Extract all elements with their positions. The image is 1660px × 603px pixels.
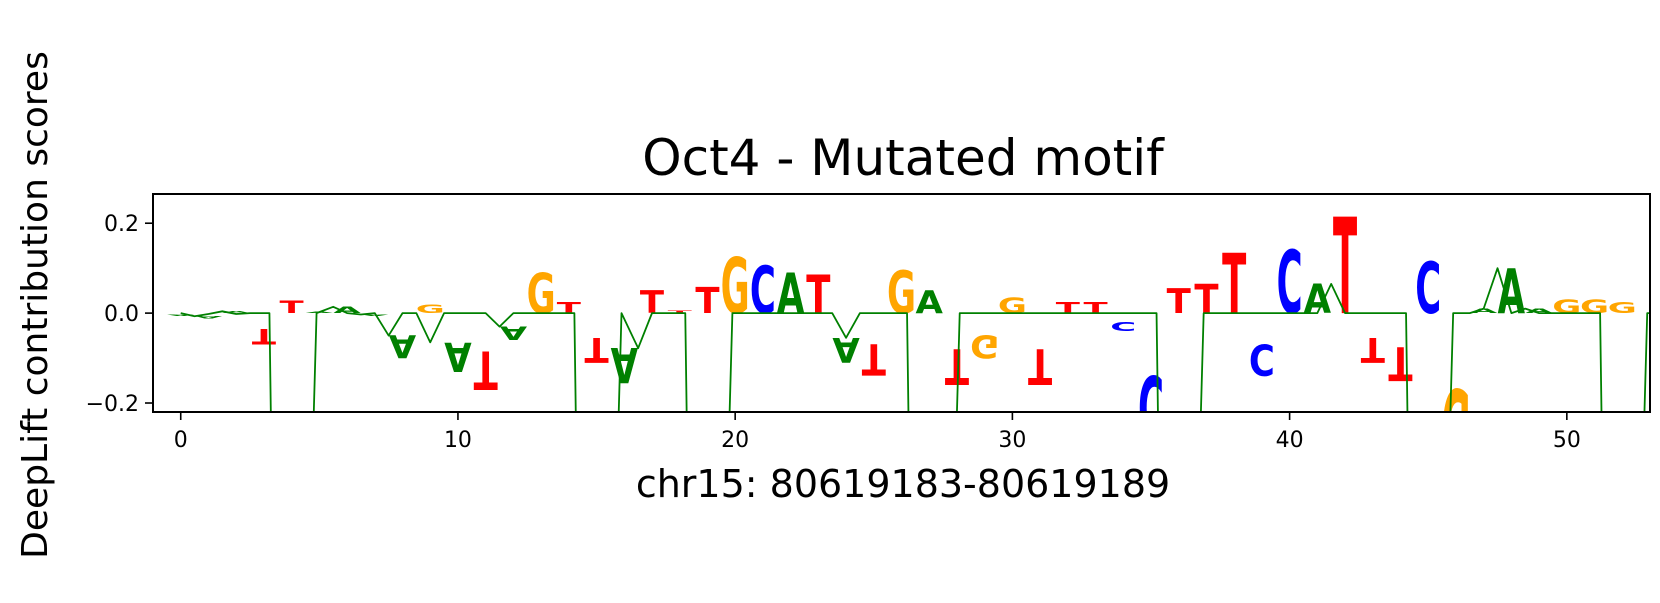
logo-letter-a-10: A <box>444 333 472 380</box>
x-tick-label-40: 40 <box>1276 428 1304 453</box>
y-axis-label: DeepLift contribution scores <box>15 51 56 559</box>
contribution-trace-line <box>180 267 1650 412</box>
x-tick-label-0: 0 <box>174 428 188 453</box>
logo-letter-g-26: G <box>887 260 916 328</box>
logo-letter-t-23: T <box>806 265 831 326</box>
logo-letter-a-49: A <box>1525 307 1553 314</box>
logo-letter-a-27: A <box>916 284 944 320</box>
logo-letter-c-35: C <box>1138 355 1164 456</box>
logo-letter-a-2: A <box>222 311 250 314</box>
x-tick-label-20: 20 <box>721 428 749 453</box>
logo-letter-a-6: A <box>333 305 360 315</box>
logo-letter-t-25: T <box>862 334 886 384</box>
logo-letter-t-42: T <box>1333 190 1357 344</box>
logo-letter-c-40: C <box>1277 233 1303 334</box>
logo-letter-t-33: T <box>1083 300 1108 317</box>
logo-letter-t-18: T <box>668 310 692 314</box>
logo-letter-t-37: T <box>1194 276 1218 323</box>
logo-letter-t-44: T <box>1388 336 1412 390</box>
y-tick-label-1: 0.0 <box>104 302 139 327</box>
logo-letter-a-47: A <box>1470 307 1498 314</box>
logo-letter-a-12: A <box>500 322 528 344</box>
logo-letter-g-13: G <box>527 262 556 326</box>
logo-letter-t-36: T <box>1167 283 1192 322</box>
logo-letter-t-11: T <box>474 338 499 399</box>
logo-letter-a-48: A <box>1498 255 1526 327</box>
logo-letter-g-46: G <box>1441 364 1470 486</box>
logo-letter-t-38: T <box>1222 238 1246 334</box>
logo-letter-c-34: C <box>1110 319 1136 333</box>
logo-letter-t-43: T <box>1361 329 1386 368</box>
logo-letter-c-45: C <box>1415 249 1441 331</box>
x-tick-label-50: 50 <box>1553 428 1581 453</box>
x-tick-label-30: 30 <box>998 428 1026 453</box>
logo-letter-g-51: G <box>1580 296 1609 318</box>
y-tick-label-0: −0.2 <box>86 392 139 417</box>
logo-letter-g-50: G <box>1552 296 1581 318</box>
plot-frame <box>152 193 1651 413</box>
logo-letter-g-9: G <box>416 303 445 316</box>
logo-letter-t-4: T <box>280 297 304 317</box>
logo-letter-c-39: C <box>1249 334 1275 384</box>
logo-letter-a-8: A <box>389 328 417 364</box>
logo-letter-t-15: T <box>584 329 609 368</box>
logo-letter-t-17: T <box>640 284 665 320</box>
logo-letter-t-32: T <box>1056 300 1081 317</box>
logo-letter-t-19: T <box>695 281 720 322</box>
logo-letter-g-52: G <box>1608 300 1637 317</box>
x-tick-label-10: 10 <box>444 428 472 453</box>
x-axis-label: chr15: 80619183-80619189 <box>636 462 1170 506</box>
logo-letter-g-30: G <box>998 293 1027 318</box>
logo-letter-t-14: T <box>557 300 582 317</box>
trace-layer <box>180 267 1650 412</box>
logo-letter-t-3: T <box>252 324 276 349</box>
logo-letter-g-29: G <box>970 328 999 364</box>
logo-letter-a-41: A <box>1304 276 1332 323</box>
logo-letter-g-20: G <box>721 242 750 332</box>
logo-letter-a-16: A <box>611 337 639 393</box>
logo-letter-a-24: A <box>832 329 860 368</box>
chart-title: Oct4 - Mutated motif <box>642 129 1165 187</box>
logo-letter-t-31: T <box>1028 336 1053 393</box>
axes-layer: 0 10 20 30 40 50 −0.2 0.0 0.2 <box>86 212 1581 453</box>
logo-letter-a-1: A <box>195 315 223 319</box>
y-tick-label-2: 0.2 <box>104 212 139 237</box>
logo-letter-c-21: C <box>750 255 776 329</box>
logo-letter-a-22: A <box>777 262 804 326</box>
logo-letter-a-0: A <box>167 314 195 316</box>
